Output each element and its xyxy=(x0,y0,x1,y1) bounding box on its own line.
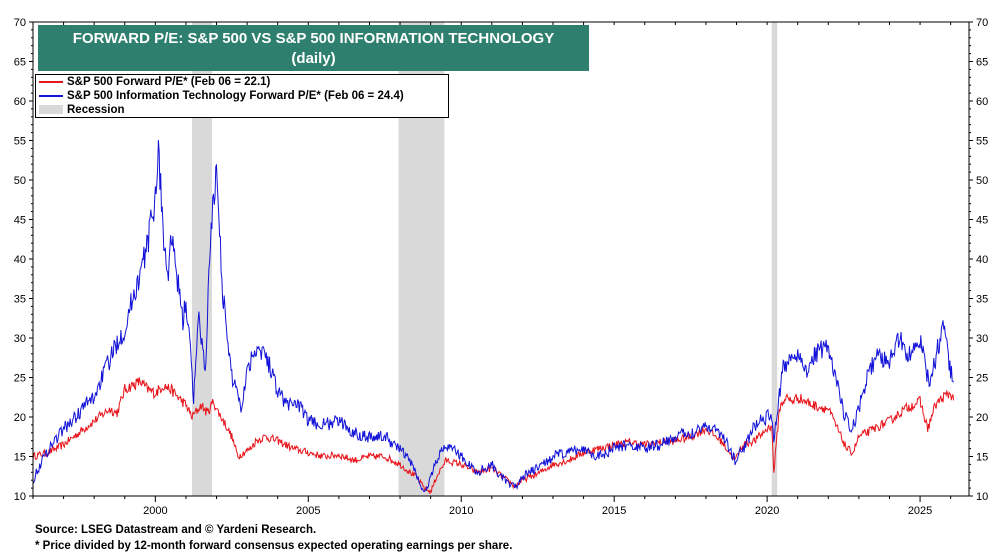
y-tick-label-left: 65 xyxy=(14,57,26,69)
y-tick-label-right: 20 xyxy=(976,412,988,424)
x-tick-label: 2000 xyxy=(143,505,167,517)
y-tick-label-left: 20 xyxy=(14,412,26,424)
y-tick-label-left: 70 xyxy=(14,17,26,29)
legend-swatch-sp500 xyxy=(39,80,63,83)
y-tick-label-right: 35 xyxy=(976,294,988,306)
legend-label-recession: Recession xyxy=(67,104,125,116)
chart-title-banner: FORWARD P/E: S&P 500 VS S&P 500 INFORMAT… xyxy=(38,25,589,71)
legend-label-it: S&P 500 Information Technology Forward P… xyxy=(67,90,404,102)
legend-item-recession: Recession xyxy=(39,104,125,117)
x-tick-label: 2025 xyxy=(908,505,932,517)
y-tick-label-left: 35 xyxy=(14,294,26,306)
y-tick-label-left: 60 xyxy=(14,96,26,108)
y-tick-label-right: 65 xyxy=(976,57,988,69)
recession-band-1 xyxy=(192,22,212,496)
x-tick-label: 2015 xyxy=(602,505,626,517)
y-tick-label-left: 25 xyxy=(14,373,26,385)
x-tick-label: 2010 xyxy=(449,505,473,517)
y-tick-label-left: 30 xyxy=(14,333,26,345)
series-it-line xyxy=(32,140,955,493)
legend: S&P 500 Forward P/E* (Feb 06 = 22.1) S&P… xyxy=(35,74,449,118)
x-tick-label: 2020 xyxy=(755,505,779,517)
y-tick-label-right: 15 xyxy=(976,452,988,464)
y-tick-label-right: 55 xyxy=(976,136,988,148)
series-lines xyxy=(32,140,955,494)
y-tick-label-left: 15 xyxy=(14,452,26,464)
y-tick-label-left: 50 xyxy=(14,175,26,187)
y-tick-label-left: 10 xyxy=(14,491,26,503)
series-sp500-line xyxy=(32,377,955,494)
y-tick-label-right: 25 xyxy=(976,373,988,385)
y-tick-label-right: 30 xyxy=(976,333,988,345)
legend-label-sp500: S&P 500 Forward P/E* (Feb 06 = 22.1) xyxy=(67,76,271,88)
definition-footnote: * Price divided by 12-month forward cons… xyxy=(35,540,513,552)
legend-swatch-recession xyxy=(39,105,63,115)
y-tick-label-right: 60 xyxy=(976,96,988,108)
legend-item-it: S&P 500 Information Technology Forward P… xyxy=(39,90,404,103)
y-tick-label-right: 70 xyxy=(976,17,988,29)
chart-title: FORWARD P/E: S&P 500 VS S&P 500 INFORMAT… xyxy=(72,30,555,47)
y-tick-label-right: 45 xyxy=(976,215,988,227)
x-tick-label: 2005 xyxy=(296,505,320,517)
recession-band-3 xyxy=(771,22,778,496)
y-tick-label-right: 50 xyxy=(976,175,988,187)
chart-subtitle: (daily) xyxy=(291,50,336,67)
source-footnote: Source: LSEG Datastream and © Yardeni Re… xyxy=(35,524,317,536)
y-tick-label-left: 45 xyxy=(14,215,26,227)
legend-item-sp500: S&P 500 Forward P/E* (Feb 06 = 22.1) xyxy=(39,76,270,89)
y-tick-label-right: 10 xyxy=(976,491,988,503)
recession-bands xyxy=(192,22,778,496)
y-tick-label-left: 40 xyxy=(14,254,26,266)
y-tick-label-right: 40 xyxy=(976,254,988,266)
legend-swatch-it xyxy=(39,94,63,97)
y-tick-label-left: 55 xyxy=(14,136,26,148)
